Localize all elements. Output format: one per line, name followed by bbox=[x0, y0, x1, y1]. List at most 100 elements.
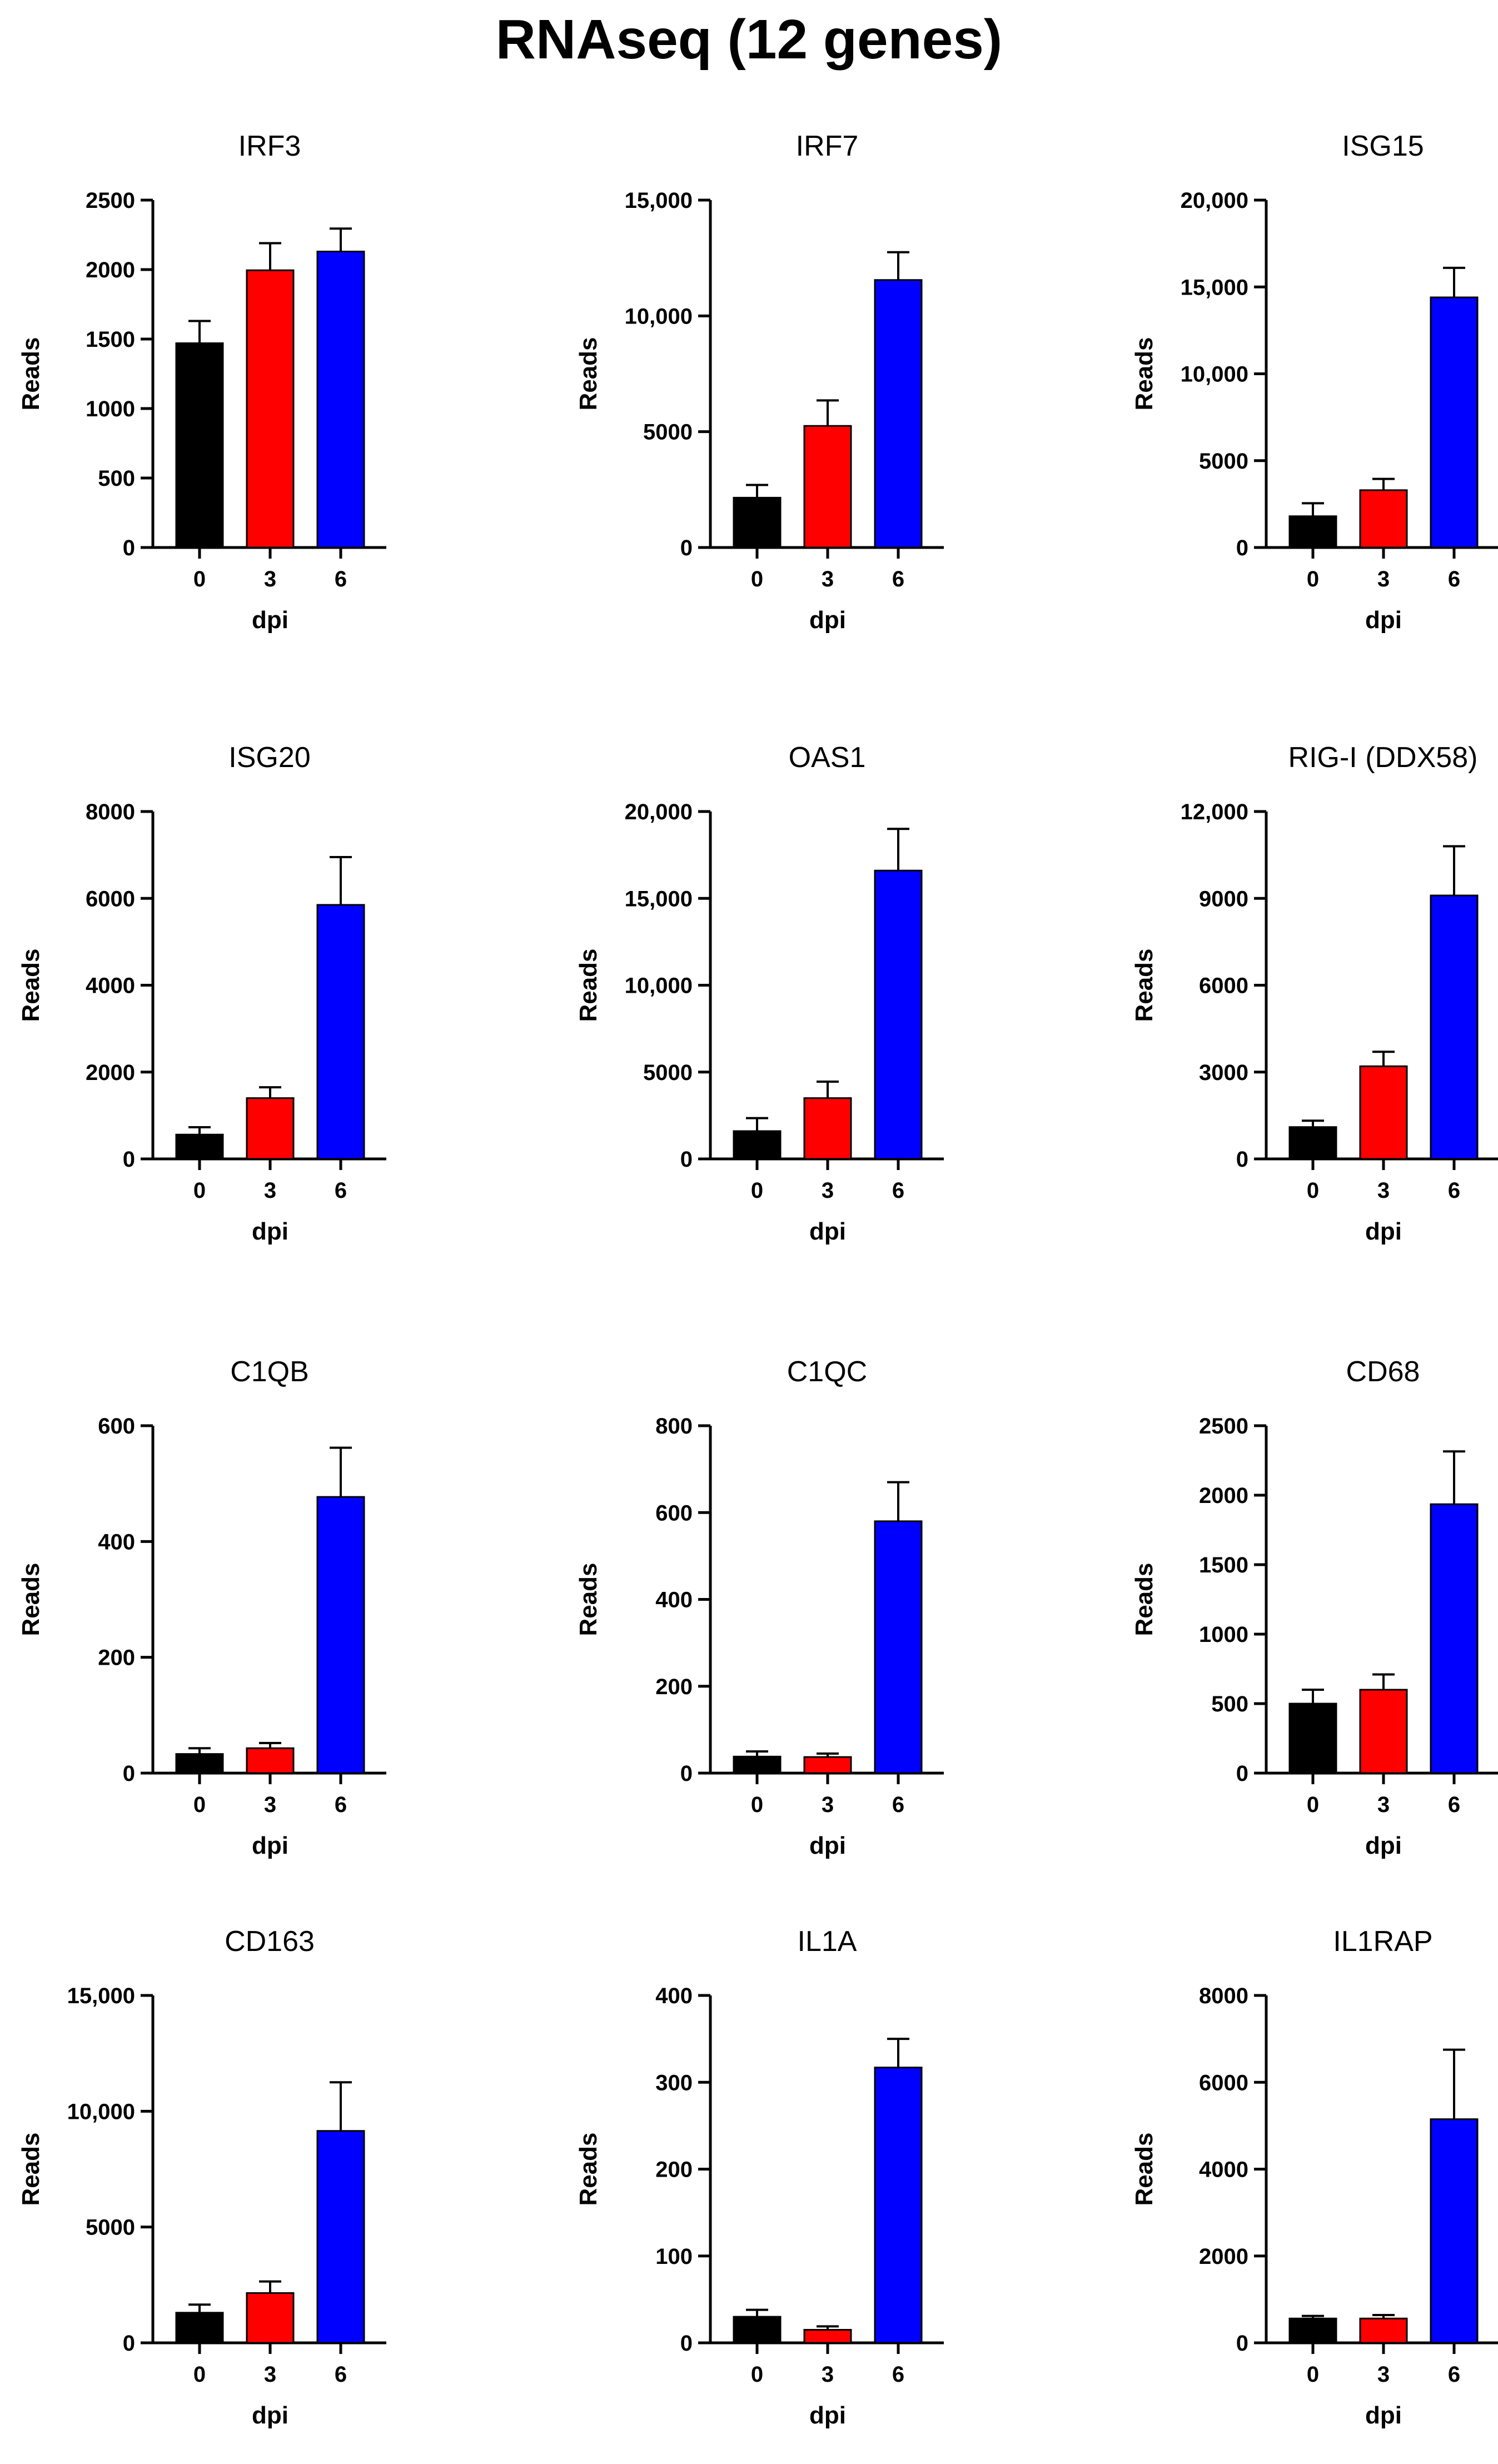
bar-3-dpi bbox=[803, 425, 852, 549]
y-tick-label: 0 bbox=[1236, 536, 1248, 560]
y-tick-label: 15,000 bbox=[1181, 275, 1248, 300]
y-tick-label: 0 bbox=[1236, 1147, 1248, 1172]
y-tick-label: 400 bbox=[655, 1588, 693, 1612]
y-tick-label: 2000 bbox=[86, 1061, 135, 1085]
bar-6-dpi bbox=[1430, 1503, 1479, 1774]
bar-6-dpi bbox=[1430, 2118, 1479, 2344]
chart-isg20: ISG20 0 2000 4000 6000 8000 Reads 0 3 6 dpi bbox=[17, 741, 386, 1245]
y-tick-label: 8000 bbox=[1199, 1984, 1248, 2008]
x-tick-label: 0 bbox=[193, 2362, 206, 2387]
x-tick-label: 0 bbox=[1307, 2362, 1319, 2387]
y-tick-label: 5000 bbox=[86, 2216, 135, 2240]
x-tick-label: 3 bbox=[822, 2362, 834, 2387]
x-tick-label: 0 bbox=[751, 1793, 763, 1817]
bar-6-dpi bbox=[316, 904, 365, 1160]
bar-0-dpi bbox=[1288, 515, 1337, 549]
y-axis-label: Reads bbox=[575, 2132, 602, 2206]
y-tick-label: 2000 bbox=[86, 258, 135, 282]
y-axis-label: Reads bbox=[1131, 2132, 1158, 2206]
chart-title: ISG20 bbox=[228, 741, 310, 774]
bar-3-dpi bbox=[246, 1097, 295, 1160]
y-tick-label: 0 bbox=[123, 536, 135, 560]
bar-0-dpi bbox=[175, 1133, 224, 1160]
x-tick-label: 0 bbox=[1307, 567, 1319, 591]
x-tick-label: 3 bbox=[264, 1793, 276, 1817]
y-tick-label: 1500 bbox=[86, 327, 135, 352]
y-tick-label: 0 bbox=[1236, 1761, 1248, 1786]
y-tick-label: 400 bbox=[655, 1984, 693, 2008]
y-tick-label: 9000 bbox=[1199, 887, 1248, 911]
bar-0-dpi bbox=[1288, 2317, 1337, 2344]
chart-rig-i-ddx58: RIG-I (DDX58) 0 3000 6000 9000 12,000 Reads 0 3 6… bbox=[1131, 741, 1498, 1245]
chart-title: CD68 bbox=[1346, 1356, 1420, 1388]
chart-title: C1QC bbox=[787, 1356, 867, 1388]
y-tick-label: 2000 bbox=[1199, 2244, 1248, 2269]
x-tick-label: 3 bbox=[264, 567, 276, 591]
x-axis-label: dpi bbox=[1365, 2402, 1402, 2429]
y-tick-label: 4000 bbox=[1199, 2158, 1248, 2182]
y-axis-label: Reads bbox=[1131, 1562, 1158, 1636]
y-tick-label: 10,000 bbox=[625, 974, 693, 998]
bar-0-dpi bbox=[175, 342, 224, 549]
bar-3-dpi bbox=[803, 2329, 852, 2344]
x-axis-label: dpi bbox=[252, 1832, 288, 1859]
chart-title: OAS1 bbox=[789, 741, 866, 774]
x-tick-label: 6 bbox=[1448, 567, 1460, 591]
chart-title: RIG-I (DDX58) bbox=[1288, 741, 1478, 774]
bar-6-dpi bbox=[1430, 296, 1479, 549]
chart-title: IL1RAP bbox=[1333, 1925, 1432, 1958]
y-tick-label: 5000 bbox=[643, 420, 693, 445]
x-axis-label: dpi bbox=[809, 1832, 846, 1859]
y-axis-label: Reads bbox=[17, 337, 44, 410]
y-tick-label: 20,000 bbox=[625, 800, 693, 824]
bar-6-dpi bbox=[1430, 894, 1479, 1160]
bar-0-dpi bbox=[1288, 1703, 1337, 1774]
y-tick-label: 500 bbox=[1211, 1692, 1248, 1716]
bar-6-dpi bbox=[874, 279, 923, 549]
chart-cd163: CD163 0 5000 10,000 15,000 Reads 0 3 6 dpi bbox=[17, 1925, 386, 2429]
chart-c1qb: C1QB 0 200 400 600 Reads 0 3 6 dpi bbox=[17, 1356, 386, 1859]
y-tick-label: 4000 bbox=[86, 974, 135, 998]
bar-3-dpi bbox=[246, 269, 295, 549]
x-tick-label: 0 bbox=[751, 2362, 763, 2387]
x-axis-label: dpi bbox=[1365, 1218, 1402, 1245]
bar-6-dpi bbox=[316, 2130, 365, 2344]
chart-c1qc: C1QC 0 200 400 600 800 Reads 0 3 6 dpi bbox=[575, 1356, 944, 1859]
x-tick-label: 0 bbox=[1307, 1793, 1319, 1817]
x-tick-label: 6 bbox=[892, 1178, 904, 1203]
y-tick-label: 300 bbox=[655, 2070, 693, 2095]
x-axis-label: dpi bbox=[1365, 606, 1402, 634]
y-axis-label: Reads bbox=[575, 337, 602, 410]
y-tick-label: 0 bbox=[680, 1761, 693, 1786]
x-tick-label: 3 bbox=[822, 567, 834, 591]
y-tick-label: 0 bbox=[123, 2331, 135, 2356]
y-tick-label: 0 bbox=[1236, 2331, 1248, 2356]
y-tick-label: 20,000 bbox=[1181, 188, 1248, 213]
chart-title: ISG15 bbox=[1342, 130, 1424, 162]
x-tick-label: 3 bbox=[1377, 2362, 1390, 2387]
bar-3-dpi bbox=[803, 1097, 852, 1160]
bar-6-dpi bbox=[874, 1520, 923, 1774]
y-tick-label: 15,000 bbox=[67, 1984, 135, 2008]
y-tick-label: 10,000 bbox=[625, 304, 693, 328]
y-tick-label: 2000 bbox=[1199, 1484, 1248, 1508]
x-tick-label: 6 bbox=[335, 1178, 347, 1203]
chart-cd68: CD68 0 500 1000 1500 2000 2500 Reads 0 3 6 dpi bbox=[1131, 1356, 1498, 1859]
bar-0-dpi bbox=[1288, 1126, 1337, 1160]
x-tick-label: 6 bbox=[1448, 1793, 1460, 1817]
figure-title: RNAseq (12 genes) bbox=[495, 8, 1003, 71]
bar-3-dpi bbox=[803, 1756, 852, 1774]
y-tick-label: 2500 bbox=[86, 188, 135, 213]
y-axis-label: Reads bbox=[17, 948, 44, 1022]
bar-6-dpi bbox=[316, 1496, 365, 1774]
x-tick-label: 3 bbox=[1377, 1793, 1390, 1817]
bar-3-dpi bbox=[246, 1747, 295, 1774]
bar-0-dpi bbox=[733, 2316, 782, 2344]
bar-3-dpi bbox=[1359, 1065, 1408, 1160]
x-tick-label: 6 bbox=[335, 1793, 347, 1817]
y-tick-label: 0 bbox=[123, 1147, 135, 1172]
x-axis-label: dpi bbox=[252, 606, 288, 634]
x-tick-label: 3 bbox=[264, 1178, 276, 1203]
y-tick-label: 15,000 bbox=[625, 887, 693, 911]
chart-title: C1QB bbox=[230, 1356, 309, 1388]
